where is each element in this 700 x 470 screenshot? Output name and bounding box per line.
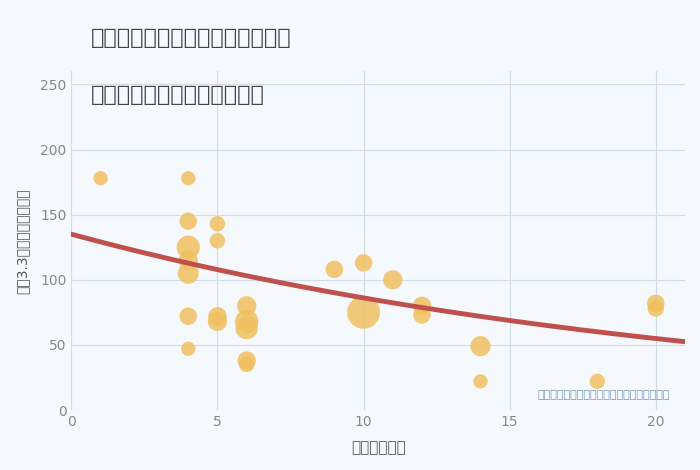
- Point: [241, 318, 252, 325]
- Point: [416, 302, 428, 310]
- Point: [183, 243, 194, 251]
- Point: [241, 360, 252, 368]
- Point: [95, 174, 106, 182]
- Point: [241, 324, 252, 332]
- Point: [650, 299, 662, 307]
- Point: [183, 257, 194, 264]
- Point: [241, 302, 252, 310]
- Point: [183, 218, 194, 225]
- Point: [212, 318, 223, 325]
- Point: [650, 305, 662, 312]
- Text: 円の大きさは、取引のあった物件面積を示す: 円の大きさは、取引のあった物件面積を示す: [538, 390, 671, 400]
- Point: [183, 174, 194, 182]
- Point: [475, 377, 486, 385]
- Point: [212, 237, 223, 244]
- Y-axis label: 坪（3.3㎡）単価（万円）: 坪（3.3㎡）単価（万円）: [15, 188, 29, 294]
- Point: [212, 220, 223, 227]
- Point: [212, 313, 223, 320]
- Text: 駅距離別中古マンション価格: 駅距離別中古マンション価格: [91, 85, 265, 105]
- Point: [475, 343, 486, 350]
- Point: [358, 259, 369, 266]
- Point: [241, 357, 252, 364]
- Point: [358, 309, 369, 316]
- Point: [183, 345, 194, 352]
- Point: [387, 276, 398, 283]
- Point: [592, 377, 603, 385]
- Point: [183, 313, 194, 320]
- Point: [183, 269, 194, 277]
- Text: 兵庫県多可郡多可町加美区多田の: 兵庫県多可郡多可町加美区多田の: [91, 28, 292, 48]
- X-axis label: 駅距離（分）: 駅距離（分）: [351, 440, 405, 455]
- Point: [329, 266, 340, 273]
- Point: [416, 311, 428, 319]
